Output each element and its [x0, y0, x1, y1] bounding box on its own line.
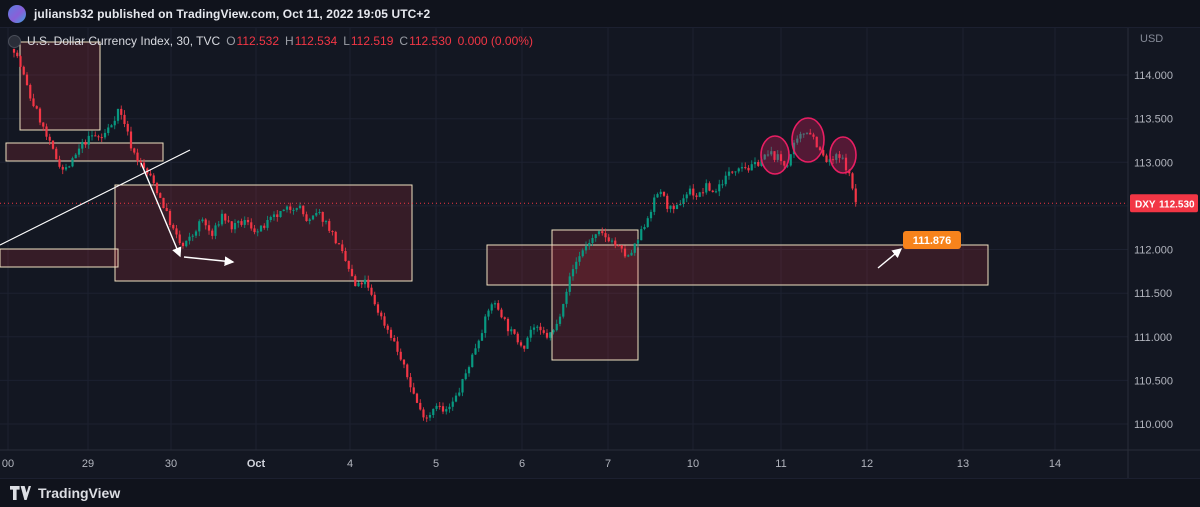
- time-scale[interactable]: 00 29 30 Oct 4 5 6 7 10 11 12 13 14: [2, 458, 1061, 470]
- symbol-price-badge: DXY 112.530: [1130, 194, 1198, 213]
- price-tick-label: 113.000: [1134, 157, 1173, 169]
- time-tick-label: 5: [433, 458, 439, 470]
- svg-text:DXY: DXY: [1135, 199, 1156, 210]
- time-tick-label: 6: [519, 458, 525, 470]
- ellipse-left-shoulder[interactable]: [760, 135, 790, 175]
- price-tick-label: 110.000: [1134, 419, 1173, 431]
- arrow-drawing[interactable]: [140, 162, 182, 258]
- rectangle-zone[interactable]: [486, 244, 989, 286]
- time-tick-label: 11: [775, 458, 786, 470]
- price-tick-label: 110.500: [1134, 375, 1173, 387]
- time-tick-label: 14: [1049, 458, 1061, 470]
- ohlc-close: C112.530: [399, 34, 452, 48]
- time-tick-label: Oct: [247, 458, 266, 470]
- publisher-avatar[interactable]: [8, 4, 26, 23]
- drawings: [0, 149, 903, 269]
- ellipse-right-shoulder[interactable]: [829, 136, 857, 174]
- rectangle-zone[interactable]: [114, 184, 413, 282]
- footer-bar: TradingView: [0, 478, 1200, 507]
- ohlc-open: O112.532: [226, 34, 280, 48]
- axis-unit-label: USD: [1140, 33, 1163, 45]
- price-callout[interactable]: 111.876: [903, 231, 961, 249]
- price-tick-label: 113.500: [1134, 114, 1173, 126]
- time-tick-label: 4: [347, 458, 353, 470]
- time-tick-label: 12: [861, 458, 873, 470]
- time-tick-label: 7: [605, 458, 611, 470]
- rectangle-zone[interactable]: [5, 142, 164, 162]
- chart-area: 111.876 USD 114.000 113.500 113.000 112.000 11…: [0, 28, 1200, 478]
- ohlc-high: H112.534: [285, 34, 338, 48]
- tradingview-logo-icon[interactable]: [10, 485, 31, 501]
- time-tick-label: 00: [2, 458, 14, 470]
- candlestick-series: [12, 48, 857, 423]
- publish-header: juliansb32 published on TradingView.com,…: [0, 0, 1200, 28]
- change-value: 0.000 (0.00%): [457, 34, 533, 48]
- ohlc-low: L112.519: [343, 34, 394, 48]
- rectangle-zone[interactable]: [0, 248, 119, 268]
- time-tick-label: 13: [957, 458, 969, 470]
- price-scale[interactable]: USD 114.000 113.500 113.000 112.000 111.500 11…: [1134, 33, 1173, 431]
- symbol-legend: U.S. Dollar Currency Index, 30, TVC O112…: [8, 34, 533, 48]
- brand-name[interactable]: TradingView: [38, 485, 121, 501]
- chart-canvas[interactable]: 111.876 USD 114.000 113.500 113.000 112.000 11…: [0, 28, 1200, 478]
- rectangle-zone[interactable]: [19, 41, 101, 131]
- arrow-drawing[interactable]: [183, 256, 235, 267]
- trend-line[interactable]: [0, 149, 191, 246]
- time-tick-label: 30: [165, 458, 177, 470]
- price-tick-label: 111.500: [1134, 288, 1172, 300]
- price-tick-label: 114.000: [1134, 70, 1173, 82]
- arrow-drawing[interactable]: [877, 248, 903, 269]
- price-tick-label: 111.000: [1134, 332, 1172, 344]
- rectangle-zones: [0, 41, 989, 361]
- time-tick-label: 10: [687, 458, 699, 470]
- svg-text:111.876: 111.876: [913, 235, 952, 247]
- ellipse-head[interactable]: [791, 117, 825, 163]
- time-tick-label: 29: [82, 458, 94, 470]
- price-tick-label: 112.000: [1134, 245, 1173, 257]
- symbol-title[interactable]: U.S. Dollar Currency Index, 30, TVC: [27, 34, 221, 48]
- svg-text:112.530: 112.530: [1159, 199, 1195, 210]
- publisher-text[interactable]: juliansb32 published on TradingView.com,…: [34, 6, 431, 21]
- grid: [0, 28, 1128, 450]
- legend-avatar-icon: [8, 34, 21, 48]
